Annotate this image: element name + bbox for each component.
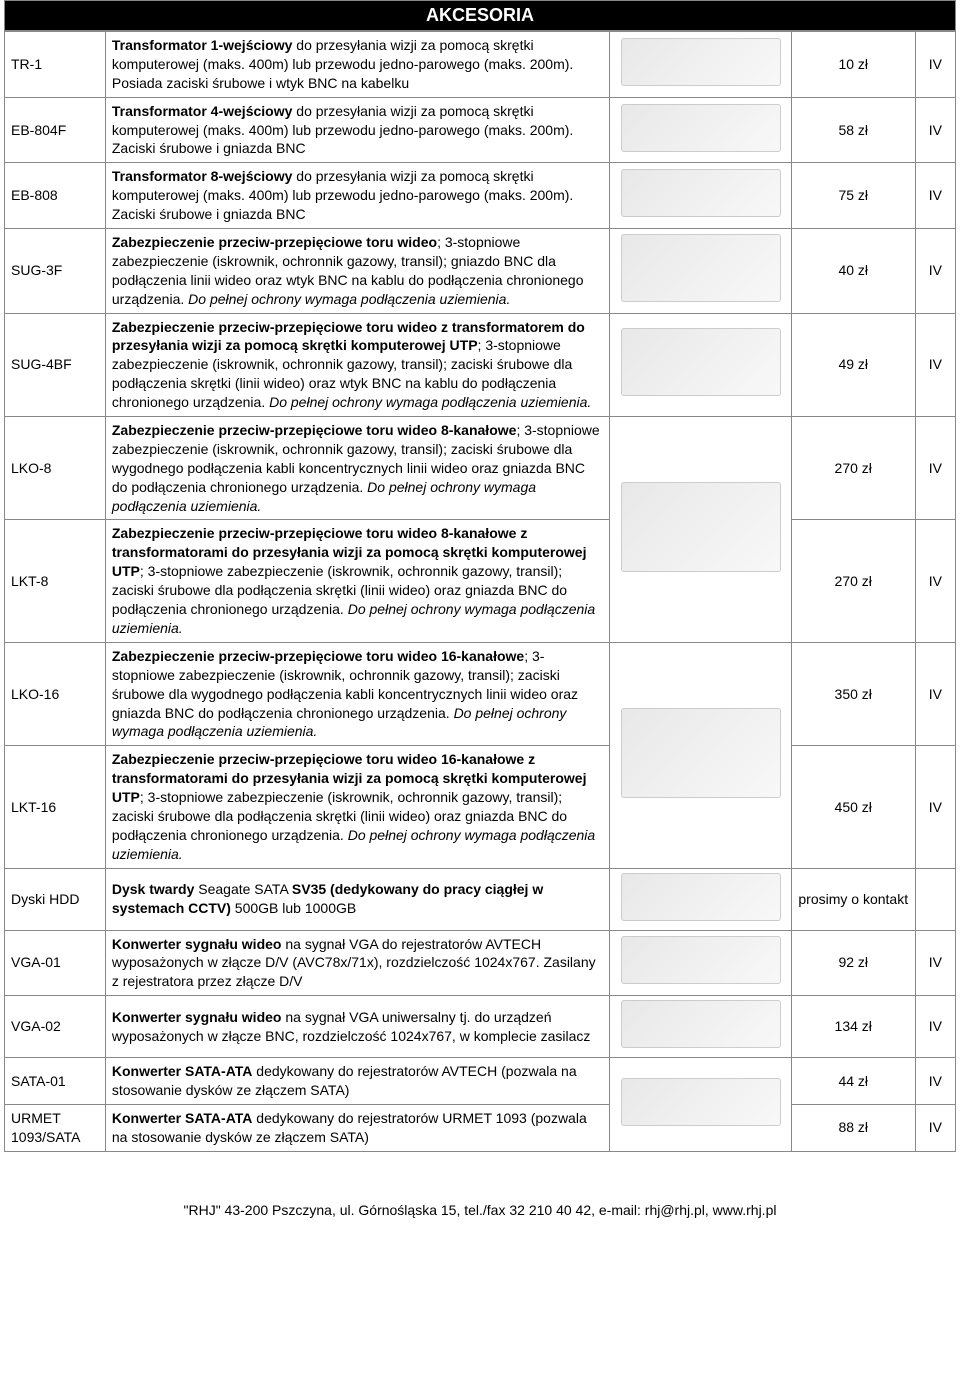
table-row: SUG-4BFZabezpieczenie przeciw-przepięcio… xyxy=(5,313,956,416)
product-description: Zabezpieczenie przeciw-przepięciowe toru… xyxy=(105,520,609,642)
product-image-cell xyxy=(610,313,792,416)
product-code: VGA-01 xyxy=(5,930,106,996)
product-code: SUG-4BF xyxy=(5,313,106,416)
product-price: 44 zł xyxy=(791,1058,915,1105)
product-image xyxy=(621,873,781,921)
product-category: IV xyxy=(915,1058,955,1105)
product-code: LKO-16 xyxy=(5,642,106,745)
product-code: VGA-02 xyxy=(5,996,106,1058)
product-category: IV xyxy=(915,97,955,163)
product-description: Konwerter sygnału wideo na sygnał VGA un… xyxy=(105,996,609,1058)
table-row: LKT-8Zabezpieczenie przeciw-przepięciowe… xyxy=(5,520,956,642)
product-category: IV xyxy=(915,313,955,416)
product-category: IV xyxy=(915,642,955,745)
product-image xyxy=(621,708,781,798)
product-image-cell xyxy=(610,642,792,868)
product-price: 270 zł xyxy=(791,417,915,520)
footer-contact: "RHJ" 43-200 Pszczyna, ul. Górnośląska 1… xyxy=(4,1202,956,1218)
product-image xyxy=(621,38,781,86)
product-code: SATA-01 xyxy=(5,1058,106,1105)
product-price: 350 zł xyxy=(791,642,915,745)
product-category: IV xyxy=(915,520,955,642)
product-price: 450 zł xyxy=(791,746,915,868)
product-description: Dysk twardy Seagate SATA SV35 (dedykowan… xyxy=(105,868,609,930)
product-image xyxy=(621,936,781,984)
product-image-cell xyxy=(610,163,792,229)
product-price: 270 zł xyxy=(791,520,915,642)
product-description: Transformator 8-wejściowy do przesyłania… xyxy=(105,163,609,229)
table-row: TR-1Transformator 1-wejściowy do przesył… xyxy=(5,32,956,98)
product-price: prosimy o kontakt xyxy=(791,868,915,930)
product-price: 75 zł xyxy=(791,163,915,229)
table-row: LKO-8Zabezpieczenie przeciw-przepięciowe… xyxy=(5,417,956,520)
product-image-cell xyxy=(610,930,792,996)
table-row: SUG-3FZabezpieczenie przeciw-przepięciow… xyxy=(5,229,956,314)
table-row: Dyski HDDDysk twardy Seagate SATA SV35 (… xyxy=(5,868,956,930)
product-image-cell xyxy=(610,868,792,930)
product-price: 40 zł xyxy=(791,229,915,314)
product-image xyxy=(621,328,781,396)
product-price: 134 zł xyxy=(791,996,915,1058)
product-image xyxy=(621,482,781,572)
product-code: URMET 1093/SATA xyxy=(5,1104,106,1151)
product-description: Konwerter SATA-ATA dedykowany do rejestr… xyxy=(105,1058,609,1105)
product-image-cell xyxy=(610,229,792,314)
product-description: Zabezpieczenie przeciw-przepięciowe toru… xyxy=(105,746,609,868)
section-header: AKCESORIA xyxy=(4,0,956,31)
product-description: Konwerter sygnału wideo na sygnał VGA do… xyxy=(105,930,609,996)
table-row: EB-804FTransformator 4-wejściowy do prze… xyxy=(5,97,956,163)
product-category: IV xyxy=(915,930,955,996)
product-code: SUG-3F xyxy=(5,229,106,314)
product-image xyxy=(621,169,781,217)
product-category: IV xyxy=(915,1104,955,1151)
product-price: 92 zł xyxy=(791,930,915,996)
product-description: Zabezpieczenie przeciw-przepięciowe toru… xyxy=(105,313,609,416)
product-code: EB-804F xyxy=(5,97,106,163)
product-category xyxy=(915,868,955,930)
product-image xyxy=(621,234,781,302)
product-category: IV xyxy=(915,417,955,520)
product-code: LKO-8 xyxy=(5,417,106,520)
product-image-cell xyxy=(610,417,792,643)
product-image xyxy=(621,1078,781,1126)
product-description: Transformator 4-wejściowy do przesyłania… xyxy=(105,97,609,163)
product-category: IV xyxy=(915,746,955,868)
product-category: IV xyxy=(915,229,955,314)
product-category: IV xyxy=(915,163,955,229)
product-price: 88 zł xyxy=(791,1104,915,1151)
table-row: LKT-16Zabezpieczenie przeciw-przepięciow… xyxy=(5,746,956,868)
product-image-cell xyxy=(610,32,792,98)
product-image-cell xyxy=(610,1058,792,1152)
product-image xyxy=(621,104,781,152)
product-code: LKT-8 xyxy=(5,520,106,642)
product-description: Zabezpieczenie przeciw-przepięciowe toru… xyxy=(105,417,609,520)
product-category: IV xyxy=(915,996,955,1058)
table-row: VGA-02Konwerter sygnału wideo na sygnał … xyxy=(5,996,956,1058)
product-image-cell xyxy=(610,996,792,1058)
product-description: Konwerter SATA-ATA dedykowany do rejestr… xyxy=(105,1104,609,1151)
table-row: LKO-16Zabezpieczenie przeciw-przepięciow… xyxy=(5,642,956,745)
product-price: 58 zł xyxy=(791,97,915,163)
product-price: 10 zł xyxy=(791,32,915,98)
product-code: EB-808 xyxy=(5,163,106,229)
product-image xyxy=(621,1000,781,1048)
table-row: SATA-01Konwerter SATA-ATA dedykowany do … xyxy=(5,1058,956,1105)
product-price: 49 zł xyxy=(791,313,915,416)
table-row: VGA-01Konwerter sygnału wideo na sygnał … xyxy=(5,930,956,996)
product-code: TR-1 xyxy=(5,32,106,98)
product-description: Zabezpieczenie przeciw-przepięciowe toru… xyxy=(105,229,609,314)
product-category: IV xyxy=(915,32,955,98)
table-row: URMET 1093/SATAKonwerter SATA-ATA dedyko… xyxy=(5,1104,956,1151)
product-code: LKT-16 xyxy=(5,746,106,868)
product-image-cell xyxy=(610,97,792,163)
table-row: EB-808Transformator 8-wejściowy do przes… xyxy=(5,163,956,229)
product-description: Zabezpieczenie przeciw-przepięciowe toru… xyxy=(105,642,609,745)
product-description: Transformator 1-wejściowy do przesyłania… xyxy=(105,32,609,98)
products-table: TR-1Transformator 1-wejściowy do przesył… xyxy=(4,31,956,1152)
product-code: Dyski HDD xyxy=(5,868,106,930)
